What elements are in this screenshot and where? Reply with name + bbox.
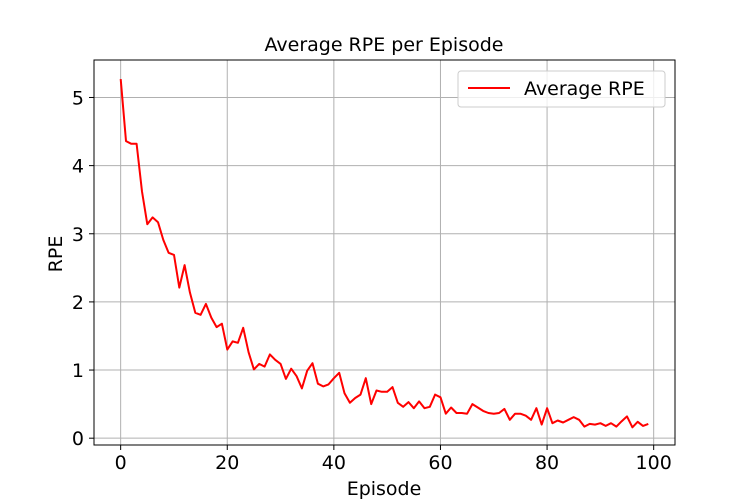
y-tick-label: 1: [72, 360, 84, 382]
y-tick-label: 2: [72, 292, 84, 314]
legend-label-average-rpe: Average RPE: [524, 78, 645, 100]
x-tick-label: 20: [215, 452, 239, 474]
y-tick-label: 0: [72, 428, 84, 450]
y-tick-label: 3: [72, 224, 84, 246]
x-tick-label: 40: [322, 452, 346, 474]
x-tick-label: 60: [428, 452, 452, 474]
legend-box: [457, 70, 666, 108]
series-layer: [119, 79, 649, 429]
x-axis-label: Episode: [347, 478, 422, 500]
series-line-average-rpe: [119, 79, 649, 429]
x-tick-label: 100: [636, 452, 672, 474]
axis-ticks: 0 20 40 60 80 100 0 1 2 3 4 5: [72, 87, 672, 474]
y-tick-label: 4: [72, 156, 84, 178]
x-tick-label: 80: [535, 452, 559, 474]
legend: Average RPE: [457, 70, 666, 108]
y-tick-label: 5: [72, 87, 84, 109]
grid-lines: [94, 60, 675, 445]
y-axis-label: RPE: [45, 236, 67, 273]
chart-title: Average RPE per Episode: [265, 34, 504, 56]
x-tick-label: 0: [115, 452, 127, 474]
plot-frame: [93, 59, 676, 446]
